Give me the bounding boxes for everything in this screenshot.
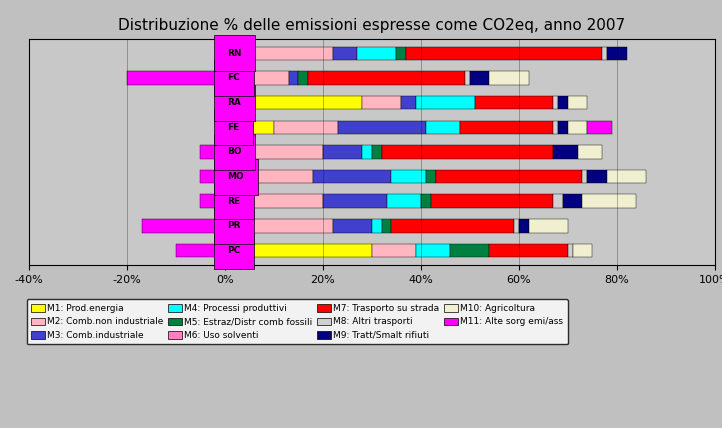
Bar bbox=[337, 121, 426, 134]
Bar bbox=[435, 170, 583, 183]
Bar bbox=[372, 145, 382, 159]
Bar bbox=[298, 71, 308, 85]
Bar bbox=[470, 71, 490, 85]
Bar bbox=[382, 219, 391, 233]
Bar bbox=[583, 194, 636, 208]
Bar bbox=[558, 96, 567, 110]
Bar bbox=[308, 71, 465, 85]
Bar bbox=[127, 71, 225, 85]
Bar bbox=[563, 194, 583, 208]
Text: RE: RE bbox=[227, 197, 240, 206]
Bar bbox=[430, 194, 553, 208]
Bar bbox=[200, 194, 225, 208]
Bar bbox=[225, 244, 372, 257]
Bar bbox=[490, 71, 529, 85]
Bar bbox=[416, 244, 451, 257]
Bar bbox=[416, 96, 475, 110]
Bar bbox=[529, 219, 567, 233]
Bar bbox=[607, 170, 646, 183]
Bar bbox=[460, 121, 553, 134]
Bar bbox=[567, 96, 588, 110]
Text: PC: PC bbox=[227, 246, 240, 255]
Bar bbox=[142, 219, 225, 233]
Bar bbox=[553, 194, 563, 208]
Text: RN: RN bbox=[227, 49, 242, 58]
Title: Distribuzione % delle emissioni espresse come CO2eq, anno 2007: Distribuzione % delle emissioni espresse… bbox=[118, 18, 625, 33]
Text: FC: FC bbox=[227, 74, 240, 83]
Legend: M1: Prod.energia, M2: Comb.non industriale, M3: Comb.industriale, M4: Processi p: M1: Prod.energia, M2: Comb.non industria… bbox=[27, 299, 568, 345]
Bar bbox=[396, 47, 406, 60]
Bar bbox=[553, 145, 578, 159]
Bar bbox=[465, 71, 470, 85]
Bar bbox=[558, 121, 567, 134]
Bar bbox=[567, 121, 588, 134]
Text: PR: PR bbox=[227, 221, 241, 230]
Bar bbox=[519, 219, 529, 233]
Bar bbox=[200, 170, 225, 183]
Bar bbox=[225, 194, 240, 208]
Bar bbox=[588, 121, 612, 134]
Bar bbox=[333, 47, 357, 60]
Bar bbox=[451, 244, 490, 257]
Bar bbox=[514, 219, 519, 233]
Bar bbox=[607, 47, 627, 60]
Bar bbox=[200, 145, 225, 159]
Text: MO: MO bbox=[227, 172, 244, 181]
Bar bbox=[426, 170, 435, 183]
Bar bbox=[289, 71, 298, 85]
Bar bbox=[553, 96, 558, 110]
Bar bbox=[225, 96, 362, 110]
Bar bbox=[362, 96, 401, 110]
Bar bbox=[573, 244, 592, 257]
Bar bbox=[333, 219, 372, 233]
Bar bbox=[578, 145, 602, 159]
Bar bbox=[583, 170, 588, 183]
Bar bbox=[386, 194, 421, 208]
Bar bbox=[225, 71, 289, 85]
Bar bbox=[313, 170, 391, 183]
Bar bbox=[372, 219, 382, 233]
Bar bbox=[225, 145, 323, 159]
Bar bbox=[406, 47, 602, 60]
Text: RA: RA bbox=[227, 98, 241, 107]
Bar bbox=[323, 145, 362, 159]
Bar bbox=[225, 219, 245, 233]
Bar bbox=[240, 194, 323, 208]
Bar bbox=[372, 244, 416, 257]
Text: BO: BO bbox=[227, 147, 242, 157]
Bar bbox=[245, 219, 333, 233]
Bar bbox=[382, 145, 553, 159]
Bar bbox=[323, 194, 386, 208]
Bar bbox=[357, 47, 396, 60]
Bar bbox=[362, 145, 372, 159]
Bar bbox=[475, 96, 553, 110]
Bar bbox=[391, 170, 426, 183]
Bar bbox=[588, 170, 607, 183]
Bar bbox=[426, 121, 460, 134]
Bar bbox=[421, 194, 430, 208]
Bar bbox=[176, 244, 225, 257]
Bar bbox=[567, 244, 573, 257]
Bar bbox=[602, 47, 607, 60]
Bar bbox=[553, 121, 558, 134]
Text: FE: FE bbox=[227, 123, 240, 132]
Bar bbox=[490, 244, 567, 257]
Bar bbox=[225, 47, 333, 60]
Bar bbox=[391, 219, 514, 233]
Bar bbox=[225, 121, 274, 134]
Bar bbox=[401, 96, 416, 110]
Bar bbox=[274, 121, 337, 134]
Bar bbox=[225, 170, 313, 183]
